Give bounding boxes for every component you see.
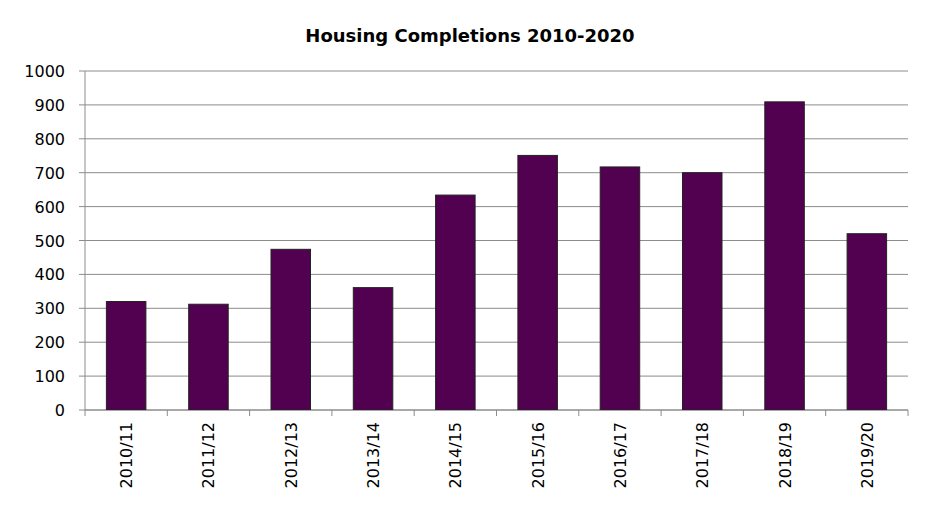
x-tick-label: 2010/11 [117, 422, 136, 488]
x-tick [331, 410, 332, 416]
bar [353, 288, 393, 410]
x-tick-label: 2011/12 [199, 422, 218, 488]
x-tick [85, 410, 86, 416]
x-tick-label: 2015/16 [529, 422, 548, 488]
y-tick-label: 1000 [24, 62, 65, 81]
bar [106, 302, 146, 410]
chart-svg: Housing Completions 2010-2020 0 100 200 300 4… [0, 0, 926, 505]
y-tick-label: 400 [34, 265, 65, 284]
bar [682, 173, 722, 410]
x-tick [496, 410, 497, 416]
x-tick [908, 410, 909, 416]
y-tick-label: 700 [34, 164, 65, 183]
x-tick [743, 410, 744, 416]
y-tick-label: 600 [34, 198, 65, 217]
x-tick [167, 410, 168, 416]
y-tick [79, 104, 85, 105]
y-tick-label: 100 [34, 367, 65, 386]
chart-title: Housing Completions 2010-2020 [305, 25, 634, 46]
bar [271, 249, 311, 410]
y-tick-label: 800 [34, 130, 65, 149]
y-tick-label: 0 [55, 401, 65, 420]
y-tick-label: 300 [34, 299, 65, 318]
x-tick [578, 410, 579, 416]
x-tick-label: 2017/18 [693, 422, 712, 488]
y-tick [79, 138, 85, 139]
x-tick-label: 2013/14 [364, 422, 383, 488]
grid-line [85, 71, 908, 72]
y-tick [79, 206, 85, 207]
x-tick-label: 2012/13 [282, 422, 301, 488]
y-tick-label: 500 [34, 232, 65, 251]
x-tick [414, 410, 415, 416]
y-tick [79, 240, 85, 241]
y-tick [79, 71, 85, 72]
bar [765, 102, 805, 410]
bars [106, 102, 886, 410]
x-tick-label: 2014/15 [446, 422, 465, 488]
x-tick [661, 410, 662, 416]
y-tick [79, 342, 85, 343]
bar [600, 167, 640, 410]
y-tick [79, 172, 85, 173]
chart-container: Housing Completions 2010-2020 0 100 200 300 4… [0, 0, 926, 505]
x-tick [249, 410, 250, 416]
bar [518, 155, 558, 410]
x-tick [825, 410, 826, 416]
y-tick-label: 900 [34, 96, 65, 115]
x-tick-label: 2019/20 [858, 422, 877, 488]
y-tick [79, 308, 85, 309]
y-tick [79, 410, 85, 411]
bar [436, 195, 476, 410]
y-tick [79, 376, 85, 377]
bar [189, 304, 229, 410]
y-axis [85, 71, 86, 410]
x-tick-label: 2016/17 [611, 422, 630, 488]
y-tick-label: 200 [34, 333, 65, 352]
bar [847, 234, 887, 410]
y-tick [79, 274, 85, 275]
x-tick-label: 2018/19 [776, 422, 795, 488]
